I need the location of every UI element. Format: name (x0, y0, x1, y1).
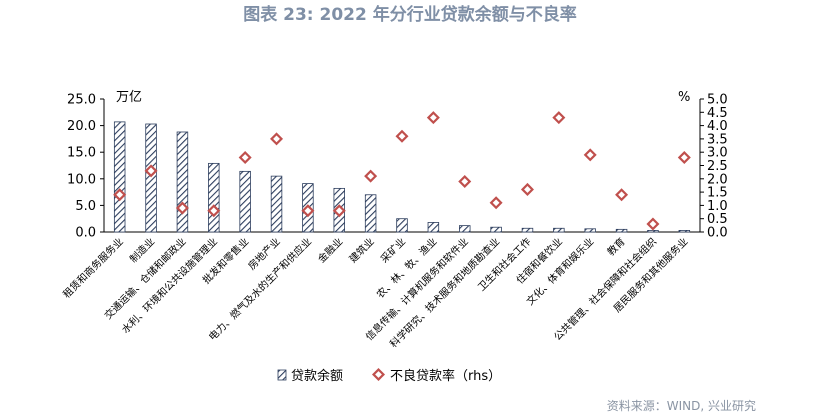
point-npl-ratio (677, 151, 691, 165)
category-labels: 租赁和商务服务业 制造业交通运输、仓储和邮政业水利、环境和公共设施管理业批发和零售… (60, 235, 690, 350)
point-npl-ratio (301, 204, 315, 218)
right-tick-label: 0.0 (707, 226, 728, 241)
bar-loan-balance (427, 222, 440, 233)
point-npl-ratio (175, 201, 189, 215)
chart-title: 图表 23: 2022 年分行业贷款余额与不良率 (243, 4, 577, 25)
legend-bar-swatch (277, 369, 287, 381)
point-npl-ratio (583, 148, 597, 162)
point-npl-ratio (458, 174, 472, 188)
bar-loan-balance (270, 175, 283, 233)
category-label: 建筑业 (346, 235, 376, 265)
bar-loan-balance (239, 170, 251, 233)
category-label: 金融业 (315, 235, 345, 265)
point-npl-ratio (364, 169, 378, 183)
right-tick-label: 4.5 (707, 106, 728, 121)
bar-loan-balance (113, 121, 126, 233)
right-tick-label: 3.5 (707, 132, 728, 147)
right-tick-label: 3.0 (707, 146, 728, 161)
bar-loan-balance (364, 194, 377, 233)
category-label: 制造业 (127, 235, 157, 265)
point-npl-ratio (270, 132, 284, 146)
right-tick-label: 5.0 (707, 93, 728, 108)
bar-loan-balance (647, 230, 659, 233)
bar-loan-balance (678, 230, 691, 233)
point-npl-ratio (144, 164, 158, 178)
category-label: 租赁和商务服务业 (60, 235, 126, 301)
point-npl-ratio (113, 188, 127, 202)
legend-marker-swatch (371, 367, 386, 382)
bar-loan-balance (396, 218, 408, 233)
point-npl-ratio (332, 204, 346, 218)
right-tick-label: 2.0 (707, 172, 728, 187)
right-axis-unit: % (678, 90, 690, 105)
legend-bar-label: 贷款余额 (291, 368, 343, 384)
left-tick-label: 5.0 (75, 199, 96, 214)
point-npl-ratio (615, 188, 629, 202)
bar-loan-balance (615, 228, 628, 233)
right-tick-label: 0.5 (707, 212, 728, 227)
point-npl-ratio (552, 111, 566, 125)
left-tick-label: 10.0 (67, 172, 96, 187)
axes (103, 99, 701, 233)
left-tick-label: 25.0 (67, 93, 96, 108)
left-tick-label: 15.0 (67, 146, 96, 161)
legend: 贷款余额 不良贷款率（rhs） (277, 367, 501, 384)
left-axis-unit: 万亿 (116, 90, 142, 105)
bar-loan-balance (459, 225, 471, 233)
point-npl-ratio (426, 111, 440, 125)
bar-loan-balance (521, 227, 534, 233)
right-tick-label: 4.0 (707, 119, 728, 134)
source-note: 资料来源：WIND, 兴业研究 (607, 398, 756, 413)
point-npl-ratio (238, 151, 252, 165)
bar-loan-balance (145, 123, 157, 233)
right-tick-label: 1.0 (707, 199, 728, 214)
bar-loan-balance (176, 131, 189, 233)
category-label: 教育 (604, 235, 627, 258)
point-npl-ratio (395, 129, 409, 143)
category-label: 卫生和社会工作 (475, 235, 534, 294)
bar-loan-balance (208, 162, 220, 233)
point-npl-ratio (489, 196, 503, 210)
category-label: 采矿业 (378, 235, 408, 265)
left-tick-label: 20.0 (67, 119, 96, 134)
right-tick-label: 2.5 (707, 159, 728, 174)
legend-marker-label: 不良贷款率（rhs） (390, 368, 501, 384)
bar-loan-balance (553, 227, 565, 233)
left-tick-label: 0.0 (75, 226, 96, 241)
npl-ratio-markers (113, 111, 691, 231)
left-axis-ticks: 25.0 20.0 15.0 10.0 5.0 0.0 (67, 93, 104, 241)
bar-loan-balance (584, 228, 596, 233)
right-axis-ticks: 5.04.54.03.53.02.52.01.51.00.50.0 (700, 93, 728, 241)
point-npl-ratio (520, 182, 534, 196)
right-tick-label: 1.5 (707, 186, 728, 201)
point-npl-ratio (207, 204, 221, 218)
bar-loan-balance (490, 226, 502, 233)
point-npl-ratio (646, 217, 660, 231)
